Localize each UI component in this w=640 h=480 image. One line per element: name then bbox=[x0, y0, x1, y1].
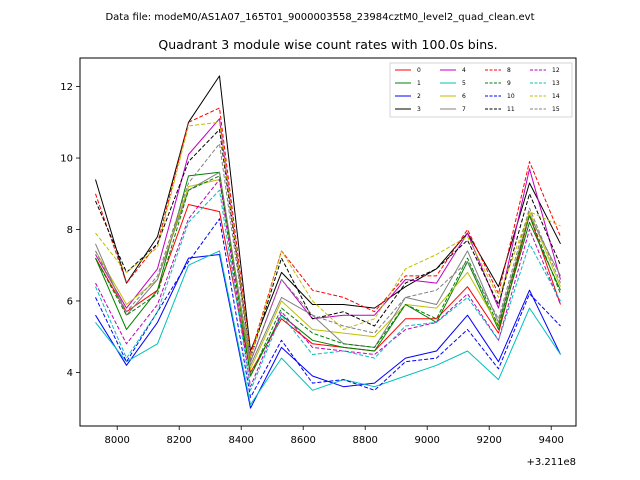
x-tick-label: 9000 bbox=[414, 435, 439, 446]
y-tick-label: 8 bbox=[67, 225, 73, 236]
series-line-4 bbox=[95, 118, 561, 363]
x-tick-label: 8600 bbox=[290, 435, 315, 446]
figure-suptitle: Data file: modeM0/AS1A07_165T01_90000035… bbox=[105, 12, 534, 23]
legend-box bbox=[389, 62, 573, 118]
legend-label: 4 bbox=[462, 67, 466, 74]
x-tick-label: 8400 bbox=[228, 435, 253, 446]
x-offset-label: +3.211e8 bbox=[526, 457, 576, 468]
legend-label: 3 bbox=[417, 106, 421, 113]
x-tick-label: 9400 bbox=[538, 435, 563, 446]
legend-label: 14 bbox=[552, 93, 560, 100]
legend-label: 10 bbox=[507, 93, 515, 100]
series-line-13 bbox=[95, 189, 561, 391]
series-line-3 bbox=[95, 75, 561, 352]
plot-lines bbox=[95, 75, 561, 409]
legend-label: 2 bbox=[417, 93, 421, 100]
series-line-5 bbox=[95, 250, 561, 406]
series-line-10 bbox=[95, 218, 561, 398]
series-line-12 bbox=[95, 179, 561, 388]
x-axis: 8000 8200 8400 8600 8800 9000 9200 9400 bbox=[104, 426, 564, 446]
legend-label: 1 bbox=[417, 80, 421, 87]
series-line-14 bbox=[95, 121, 561, 359]
series-line-7 bbox=[95, 171, 561, 366]
chart-title: Quadrant 3 module wise count rates with … bbox=[158, 37, 497, 52]
x-tick-label: 8800 bbox=[352, 435, 377, 446]
legend-label: 0 bbox=[417, 67, 421, 74]
series-line-0 bbox=[95, 204, 561, 373]
legend-label: 12 bbox=[552, 67, 560, 74]
y-tick-label: 4 bbox=[67, 368, 73, 379]
legend-label: 13 bbox=[552, 80, 560, 87]
y-tick-label: 6 bbox=[67, 296, 73, 307]
y-axis: 4 6 8 10 12 bbox=[60, 82, 80, 379]
plot-frame bbox=[79, 57, 577, 427]
legend-label: 5 bbox=[462, 80, 466, 87]
legend-label: 11 bbox=[507, 106, 515, 113]
legend-label: 6 bbox=[462, 93, 466, 100]
y-tick-label: 10 bbox=[60, 154, 73, 165]
x-tick-label: 9200 bbox=[476, 435, 501, 446]
y-tick-label: 12 bbox=[60, 82, 73, 93]
series-line-9 bbox=[95, 175, 561, 377]
series-line-6 bbox=[95, 179, 561, 370]
x-tick-label: 8200 bbox=[166, 435, 191, 446]
legend-label: 8 bbox=[507, 67, 511, 74]
legend-label: 9 bbox=[507, 80, 511, 87]
series-line-8 bbox=[95, 107, 561, 355]
legend-label: 15 bbox=[552, 106, 560, 113]
series-line-15 bbox=[95, 143, 561, 363]
x-tick-label: 8000 bbox=[104, 435, 129, 446]
series-line-2 bbox=[95, 254, 561, 409]
legend-label: 7 bbox=[462, 106, 466, 113]
